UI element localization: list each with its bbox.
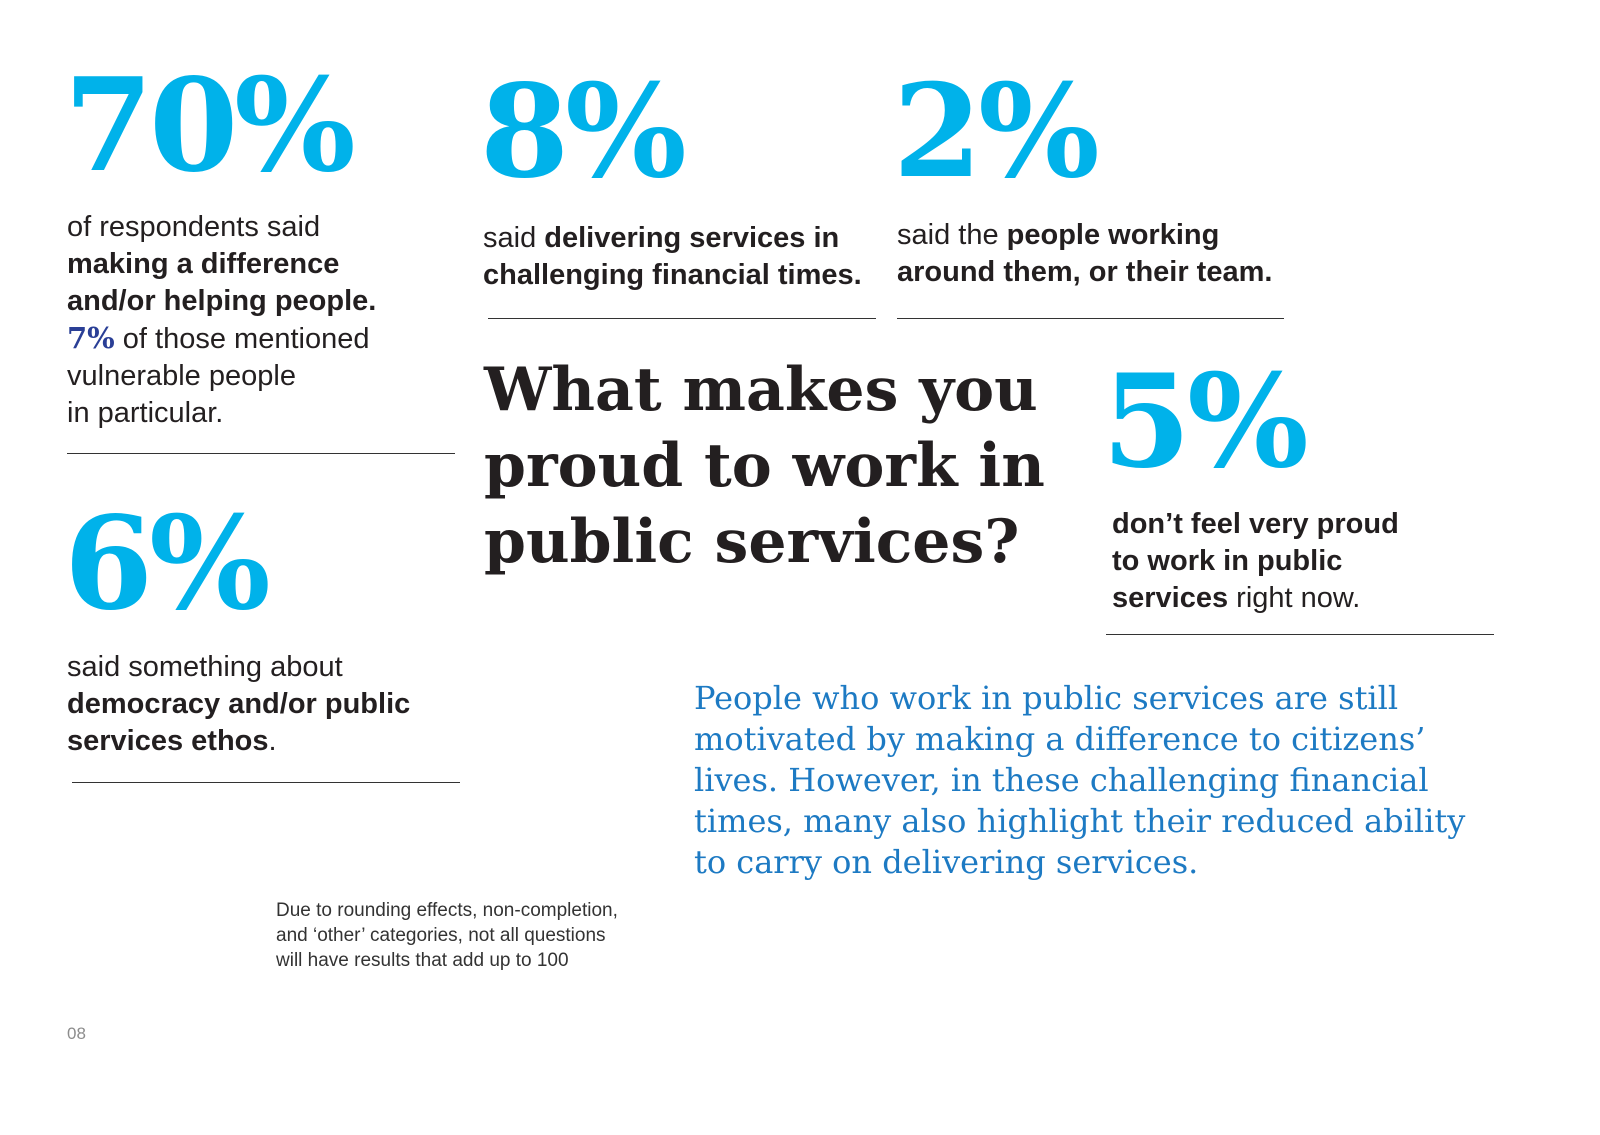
summary-line-3: lives. However, in these challenging fin… bbox=[694, 761, 1429, 799]
summary-line-4: times, many also highlight their reduced… bbox=[694, 802, 1466, 840]
stat-6-line-2: democracy and/or public bbox=[67, 688, 411, 720]
footnote-line-2: and ‘other’ categories, not all question… bbox=[276, 925, 606, 946]
stat-2-value: 2% bbox=[893, 57, 1100, 207]
stat-5-value: 5% bbox=[1102, 347, 1309, 497]
stat-7-highlight: 7% bbox=[67, 321, 115, 355]
summary-line-1: People who work in public services are s… bbox=[694, 679, 1399, 717]
stat-8-value: 8% bbox=[480, 57, 687, 207]
stat-70-description: of respondents said making a difference … bbox=[67, 209, 376, 432]
stat-70-line-2: making a difference bbox=[67, 248, 340, 280]
divider-stat-2 bbox=[897, 318, 1284, 319]
stat-5-line-3-bold: services bbox=[1112, 582, 1229, 614]
stat-70-line-5: vulnerable people bbox=[67, 360, 296, 392]
stat-8-line-1-bold: delivering services in bbox=[544, 222, 840, 254]
stat-70-line-4: of those mentioned bbox=[114, 323, 370, 355]
stat-5-line-3-rest: right now. bbox=[1228, 582, 1361, 614]
summary-paragraph: People who work in public services are s… bbox=[694, 678, 1465, 883]
summary-line-5: to carry on delivering services. bbox=[694, 843, 1199, 881]
divider-stat-5 bbox=[1106, 634, 1494, 635]
stat-6-value: 6% bbox=[64, 489, 271, 639]
divider-stat-6 bbox=[72, 782, 460, 783]
stat-2-line-2: around them, or their team. bbox=[897, 256, 1273, 288]
stat-2-description: said the people working around them, or … bbox=[897, 217, 1272, 291]
question-line-2: proud to work in bbox=[484, 431, 1045, 501]
stat-6-description: said something about democracy and/or pu… bbox=[67, 649, 410, 760]
stat-70-line-3: and/or helping people. bbox=[67, 285, 377, 317]
divider-stat-8 bbox=[488, 318, 876, 319]
stat-2-line-1-bold: people working bbox=[1006, 219, 1220, 251]
footnote-line-3: will have results that add up to 100 bbox=[276, 950, 569, 971]
footnote-line-1: Due to rounding effects, non-completion, bbox=[276, 900, 618, 921]
stat-6-line-3-rest: . bbox=[268, 725, 277, 757]
stat-8-description: said delivering services in challenging … bbox=[483, 220, 862, 294]
stat-70-value: 70% bbox=[64, 51, 356, 201]
summary-line-2: motivated by making a difference to citi… bbox=[694, 720, 1426, 758]
stat-6-line-3-bold: services ethos bbox=[67, 725, 269, 757]
stat-5-description: don’t feel very proud to work in public … bbox=[1112, 506, 1399, 617]
stat-6-line-1: said something about bbox=[67, 651, 343, 683]
footnote: Due to rounding effects, non-completion,… bbox=[276, 898, 618, 973]
question-line-3: public services? bbox=[484, 507, 1020, 577]
page-title-question: What makes you proud to work in public s… bbox=[484, 352, 1045, 580]
stat-5-line-2: to work in public bbox=[1112, 545, 1343, 577]
stat-70-line-1: of respondents said bbox=[67, 211, 321, 243]
divider-stat-70 bbox=[67, 453, 455, 454]
stat-8-line-1-plain: said bbox=[483, 222, 545, 254]
stat-70-line-6: in particular. bbox=[67, 397, 224, 429]
page-number: 08 bbox=[67, 1024, 86, 1043]
question-line-1: What makes you bbox=[484, 355, 1038, 425]
stat-5-line-1: don’t feel very proud bbox=[1112, 508, 1399, 540]
stat-8-line-2: challenging financial times. bbox=[483, 259, 862, 291]
stat-2-line-1-plain: said the bbox=[897, 219, 1007, 251]
